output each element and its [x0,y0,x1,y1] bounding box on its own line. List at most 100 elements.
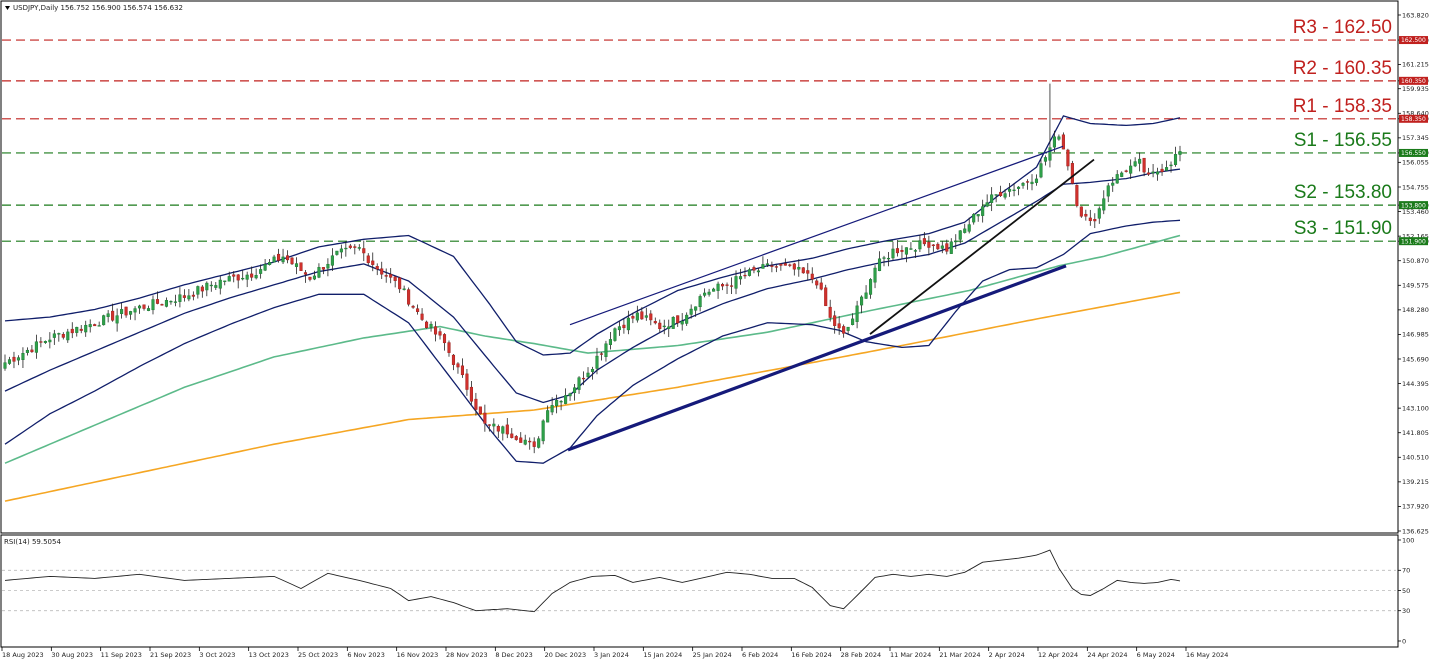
candle-body [1138,158,1142,164]
candle-body [97,325,101,327]
candle-body [1057,136,1061,140]
candle-body [254,275,258,279]
candle-body [487,424,491,426]
candle-body [886,257,891,260]
price-tick-label: 148.280 [1402,306,1429,314]
x-tick-label: 28 Nov 2023 [446,651,488,659]
candle-body [438,331,442,336]
candle-body [788,264,792,266]
level-label-0: R3 - 162.50 [1293,17,1392,38]
candle-body [456,363,460,368]
candle-body [21,353,25,360]
candle-body [842,326,846,334]
candle-body [384,275,388,277]
candle-body [631,316,635,319]
candle-body [626,317,630,331]
candle-body [653,321,657,324]
candle-body [1066,149,1070,167]
x-tick-label: 11 Sep 2023 [101,651,142,659]
candle-body [1030,181,1034,185]
candle-body [209,284,213,287]
candle-body [855,305,859,322]
candle-body [178,294,182,302]
candle-body [268,262,272,265]
candle-body [442,334,447,344]
candle-body [241,277,245,280]
x-tick-label: 16 Feb 2024 [791,651,831,659]
candle-body [649,313,653,321]
candle-body [1164,167,1169,171]
candle-body [676,315,680,324]
candle-body [613,328,617,341]
candle-body [1160,168,1164,172]
candle-body [348,245,352,248]
candle-body [873,267,877,283]
level-tag-bg-3 [1399,148,1428,157]
candle-body [801,267,805,274]
candle-body [815,280,819,286]
candle-body [1173,154,1178,165]
candle-body [330,255,334,266]
sma-100-path [4,234,1181,464]
candle-body [1079,206,1083,217]
candle-body [541,420,545,442]
candle-body [833,315,837,326]
candle-body [1120,172,1124,177]
candle-body [1043,157,1048,162]
candle-body [510,433,514,438]
candle-body [155,299,160,304]
candlesticks [3,83,1182,454]
rsi-tick-label: 100 [1402,536,1414,544]
level-tag-bg-2 [1399,114,1428,123]
x-tick-label: 24 Apr 2024 [1087,651,1127,659]
candle-body [617,326,621,331]
candle-body [918,240,922,250]
candle-body [272,256,276,263]
candle-body [985,202,989,207]
x-tick-label: 30 Aug 2023 [51,651,93,659]
candle-body [528,440,532,443]
candle-body [738,276,743,280]
candle-body [335,250,339,255]
candle-body [546,410,550,423]
candle-body [981,206,985,216]
level-tag-bg-5 [1399,237,1428,246]
level-label-3: S1 - 156.55 [1294,130,1392,151]
candle-body [1034,178,1039,183]
candle-body [250,273,254,278]
candle-body [564,395,568,404]
candle-body [761,264,765,269]
candle-body [689,308,693,315]
candle-body [568,393,572,397]
candle-body [523,439,527,445]
candle-body [371,260,375,265]
candle-body [142,304,146,309]
candle-body [1048,147,1052,161]
price-tick-label: 156.055 [1402,159,1429,167]
menu-triangle-icon[interactable] [5,6,10,10]
candle-body [954,240,958,243]
price-tick-label: 136.625 [1402,527,1429,535]
candle-body [707,291,711,295]
candle-body [380,268,384,275]
candle-body [1061,134,1065,150]
candle-body [299,262,303,271]
price-tick-label: 150.870 [1402,257,1429,265]
x-tick-label: 3 Oct 2023 [199,651,235,659]
price-tick-label: 146.985 [1402,331,1429,339]
candle-body [407,289,411,305]
candle-body [882,257,886,259]
candle-body [115,315,119,324]
candle-body [1039,163,1043,178]
candle-body [599,353,604,355]
candle-body [317,267,321,278]
candle-body [922,238,926,245]
candle-body [608,339,612,345]
candle-body [1025,181,1030,183]
candle-body [411,305,415,308]
price-pane-frame [0,0,1399,534]
candle-body [205,282,209,291]
candle-body [949,241,953,254]
candle-body [743,274,747,277]
candle-body [1070,163,1074,184]
